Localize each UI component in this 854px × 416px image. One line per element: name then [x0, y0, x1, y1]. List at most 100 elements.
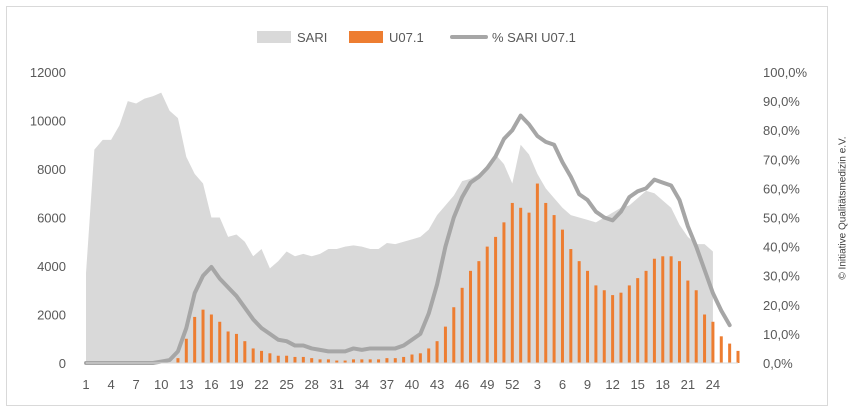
u071-bar [619, 292, 623, 363]
x-tick-label: 16 [204, 377, 218, 392]
legend-sari-swatch [257, 31, 291, 43]
u071-bar [360, 359, 364, 363]
u071-bar [393, 358, 397, 363]
left-tick-label: 4000 [37, 259, 66, 274]
u071-bar [519, 207, 523, 363]
u071-bar [351, 359, 355, 363]
u071-bar [569, 249, 573, 363]
x-tick-label: 19 [229, 377, 243, 392]
x-tick-label: 12 [605, 377, 619, 392]
u071-bar [368, 359, 372, 363]
u071-bar [652, 258, 656, 363]
u071-bar [694, 290, 698, 363]
u071-bar [402, 356, 406, 363]
x-tick-label: 31 [330, 377, 344, 392]
u071-bar [176, 358, 180, 363]
u071-bar [318, 359, 322, 363]
x-tick-label: 18 [656, 377, 670, 392]
pct-line [84, 113, 732, 365]
u071-bar [510, 202, 514, 363]
u071-bar [243, 341, 247, 363]
u071-bar [268, 353, 272, 363]
u071-bar [452, 307, 456, 363]
legend-pct-label: % SARI U07.1 [492, 30, 576, 45]
u071-bar [326, 359, 330, 363]
u071-bar [677, 261, 681, 363]
u071-bar [193, 316, 197, 363]
u071-bar [293, 356, 297, 363]
x-tick-label: 7 [133, 377, 140, 392]
u071-bar [184, 338, 188, 363]
chart-frame [6, 6, 828, 406]
x-tick-label: 9 [584, 377, 591, 392]
x-tick-label: 4 [107, 377, 114, 392]
x-tick-label: 46 [455, 377, 469, 392]
u071-bar [410, 354, 414, 363]
u071-bar [310, 358, 314, 363]
u071-bar [485, 246, 489, 363]
u071-bar [427, 348, 431, 363]
right-tick-label: 90,0% [763, 94, 800, 109]
u071-bar [586, 270, 590, 363]
right-tick-label: 0,0% [763, 356, 793, 371]
u071-bar [226, 331, 230, 363]
u071-bar [201, 309, 205, 363]
u071-bar [594, 285, 598, 363]
u071-bar [527, 212, 531, 363]
left-tick-label: 8000 [37, 162, 66, 177]
u071-bar [502, 222, 506, 363]
x-tick-label: 25 [279, 377, 293, 392]
copyright-credit: © Initiative Qualitätsmedizin e.V. [837, 136, 849, 280]
legend-sari-label: SARI [297, 30, 327, 45]
u071-bar [636, 278, 640, 364]
right-tick-label: 60,0% [763, 181, 800, 196]
u071-bar [535, 183, 539, 363]
right-tick-label: 40,0% [763, 240, 800, 255]
u071-bar [460, 287, 464, 363]
right-tick-label: 80,0% [763, 123, 800, 138]
u071-bar [719, 336, 723, 363]
u071-bar [728, 343, 732, 363]
u071-bar [285, 355, 289, 363]
left-tick-label: 10000 [30, 114, 66, 129]
x-tick-label: 22 [254, 377, 268, 392]
right-tick-label: 50,0% [763, 211, 800, 226]
x-tick-label: 43 [430, 377, 444, 392]
x-tick-label: 21 [681, 377, 695, 392]
left-tick-label: 0 [59, 356, 66, 371]
x-tick-label: 13 [179, 377, 193, 392]
plot-area [84, 92, 740, 365]
u071-bar [544, 202, 548, 363]
u071-bar [260, 350, 264, 364]
x-axis-ticks: 1 4 7 10 13 16 19 22 25 28 31 34 37 40 43 46 49 52 3 6 9 12 15… [82, 377, 720, 392]
x-tick-label: 15 [630, 377, 644, 392]
u071-bar [477, 261, 481, 363]
x-tick-label: 49 [480, 377, 494, 392]
u071-bar [602, 290, 606, 363]
u071-bar [443, 326, 447, 364]
u071-bar [611, 295, 615, 363]
left-tick-label: 12000 [30, 65, 66, 80]
x-tick-label: 28 [304, 377, 318, 392]
left-axis-ticks: 0 2000 4000 6000 8000 10000 12000 [30, 65, 66, 371]
legend-u071-swatch [349, 31, 383, 43]
u071-bar [669, 256, 673, 363]
u071-bar [661, 256, 665, 363]
u071-bar [343, 360, 347, 363]
u071-bar [385, 358, 389, 363]
right-tick-label: 100,0% [763, 65, 808, 80]
u071-bar [435, 341, 439, 363]
u071-bar [736, 350, 740, 364]
x-tick-label: 10 [154, 377, 168, 392]
u071-bar [218, 321, 222, 363]
u071-bar [251, 348, 255, 363]
u071-bar [686, 280, 690, 363]
x-tick-label: 40 [405, 377, 419, 392]
u071-bar [276, 355, 280, 363]
sari-area [86, 92, 713, 364]
x-tick-label: 3 [534, 377, 541, 392]
right-tick-label: 10,0% [763, 327, 800, 342]
u071-bar [335, 360, 339, 363]
u071-bar [644, 270, 648, 363]
right-tick-label: 30,0% [763, 269, 800, 284]
